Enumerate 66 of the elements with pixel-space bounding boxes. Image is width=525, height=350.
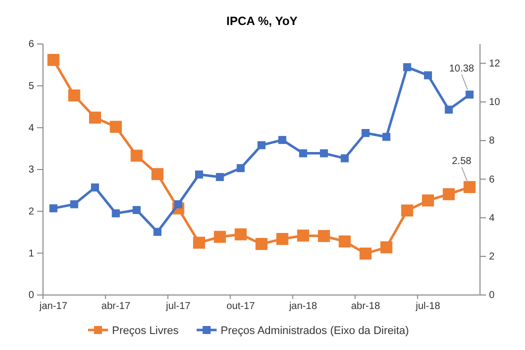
chart-title: IPCA %, YoY: [226, 14, 298, 28]
point: [195, 170, 204, 179]
point: [151, 168, 164, 180]
point: [234, 228, 247, 240]
point: [464, 181, 476, 194]
point: [422, 194, 434, 206]
x-tick-label: jul-18: [414, 301, 441, 312]
point: [256, 238, 268, 250]
y2-tick-label: 0: [489, 290, 495, 302]
point: [318, 230, 330, 242]
point: [70, 200, 78, 208]
point: [68, 89, 80, 102]
y2-tick-label: 10: [489, 97, 501, 108]
point: [276, 232, 288, 245]
point: [89, 112, 102, 124]
point: [362, 129, 370, 138]
legend-label: Preços Administrados (Eixo da Direita): [220, 325, 409, 337]
y-tick-label: 5: [28, 81, 34, 92]
point: [382, 132, 390, 141]
x-tick-label: abr-18: [351, 301, 380, 312]
point: [338, 235, 351, 248]
point: [340, 154, 349, 162]
y2-tick-label: 8: [489, 136, 495, 147]
point: [297, 230, 310, 242]
point: [112, 209, 120, 218]
x-tick-label: out-17: [226, 301, 256, 312]
x-tick-label: jul-17: [165, 301, 191, 312]
x-tick-label: jan-17: [38, 301, 68, 312]
point: [401, 204, 414, 216]
data-label: 2.58: [452, 156, 472, 168]
y2-tick-label: 2: [489, 252, 495, 263]
point: [380, 241, 392, 254]
point: [403, 63, 412, 72]
x-tick-label: jan-18: [288, 301, 318, 312]
point: [130, 150, 143, 162]
y-tick-label: 3: [28, 164, 34, 176]
point: [47, 54, 60, 66]
point: [466, 90, 474, 99]
point: [442, 188, 455, 200]
point: [299, 149, 308, 158]
point: [214, 230, 226, 243]
y-tick-label: 2: [28, 206, 34, 218]
y-tick-label: 0: [28, 290, 34, 302]
point: [193, 236, 206, 249]
point: [444, 106, 453, 114]
point: [110, 120, 122, 133]
y2-tick-label: 6: [489, 174, 495, 186]
point: [278, 136, 286, 144]
point: [132, 206, 141, 214]
point: [320, 149, 328, 158]
y2-tick-label: 12: [489, 58, 501, 70]
x-tick-label: abr-17: [101, 301, 131, 312]
y-tick-label: 1: [28, 248, 34, 260]
data-label: 10.38: [449, 64, 475, 75]
legend-label: Preços Livres: [112, 325, 180, 337]
y-tick-label: 6: [28, 39, 34, 50]
point: [360, 248, 372, 260]
point: [424, 71, 432, 80]
point: [153, 228, 162, 236]
y2-tick-label: 4: [489, 212, 495, 224]
point: [236, 164, 245, 172]
point: [91, 183, 100, 192]
y-tick-label: 4: [28, 122, 34, 134]
point: [216, 173, 224, 182]
point: [49, 204, 58, 212]
point: [258, 141, 266, 150]
